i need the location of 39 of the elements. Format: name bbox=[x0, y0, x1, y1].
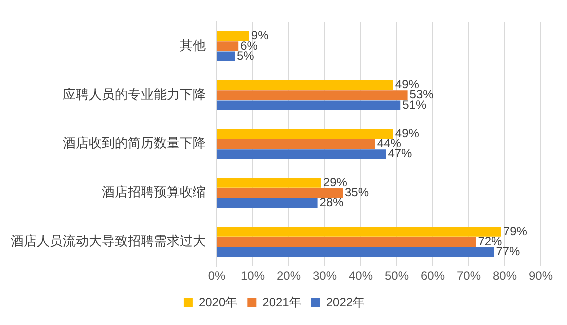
bar bbox=[218, 178, 322, 188]
bar bbox=[218, 80, 394, 90]
x-tick-label: 10% bbox=[240, 269, 266, 284]
y-tick-label: 酒店收到的简历数量下降 bbox=[63, 136, 206, 152]
bar bbox=[218, 227, 502, 237]
bar bbox=[218, 150, 386, 160]
bar bbox=[218, 129, 394, 139]
data-label: 79% bbox=[503, 224, 528, 238]
x-tick-label: 30% bbox=[312, 269, 338, 284]
data-label: 35% bbox=[345, 186, 370, 200]
x-tick-label: 70% bbox=[456, 269, 482, 284]
bar bbox=[218, 140, 376, 150]
data-label: 47% bbox=[388, 146, 413, 161]
x-tick-label: 40% bbox=[348, 269, 374, 284]
y-tick-label: 应聘人员的专业能力下降 bbox=[63, 86, 206, 103]
y-tick-label: 酒店人员流动大导致招聘需求过大 bbox=[11, 234, 206, 250]
bar bbox=[218, 52, 235, 62]
legend-label: 2021年 bbox=[262, 295, 302, 310]
legend-label: 2022年 bbox=[326, 295, 366, 310]
y-tick-label: 酒店招聘预算收缩 bbox=[102, 184, 206, 201]
x-tick-label: 50% bbox=[384, 269, 410, 284]
x-tick-label: 90% bbox=[528, 269, 554, 284]
x-tick-label: 0% bbox=[208, 269, 226, 284]
data-label: 29% bbox=[323, 175, 348, 190]
data-label: 49% bbox=[395, 126, 420, 140]
x-tick-label: 60% bbox=[420, 269, 446, 284]
bar bbox=[218, 100, 401, 110]
bar bbox=[218, 247, 494, 258]
y-tick-label: 其他 bbox=[180, 38, 206, 54]
bar bbox=[218, 42, 239, 52]
bar bbox=[218, 237, 476, 247]
bar bbox=[218, 90, 408, 100]
bar bbox=[218, 188, 343, 198]
bar bbox=[218, 32, 250, 42]
x-tick-label: 20% bbox=[276, 269, 302, 284]
x-tick-label: 80% bbox=[492, 269, 518, 284]
legend-label: 2020年 bbox=[198, 295, 238, 310]
bar bbox=[218, 198, 318, 208]
data-label: 28% bbox=[320, 196, 344, 210]
